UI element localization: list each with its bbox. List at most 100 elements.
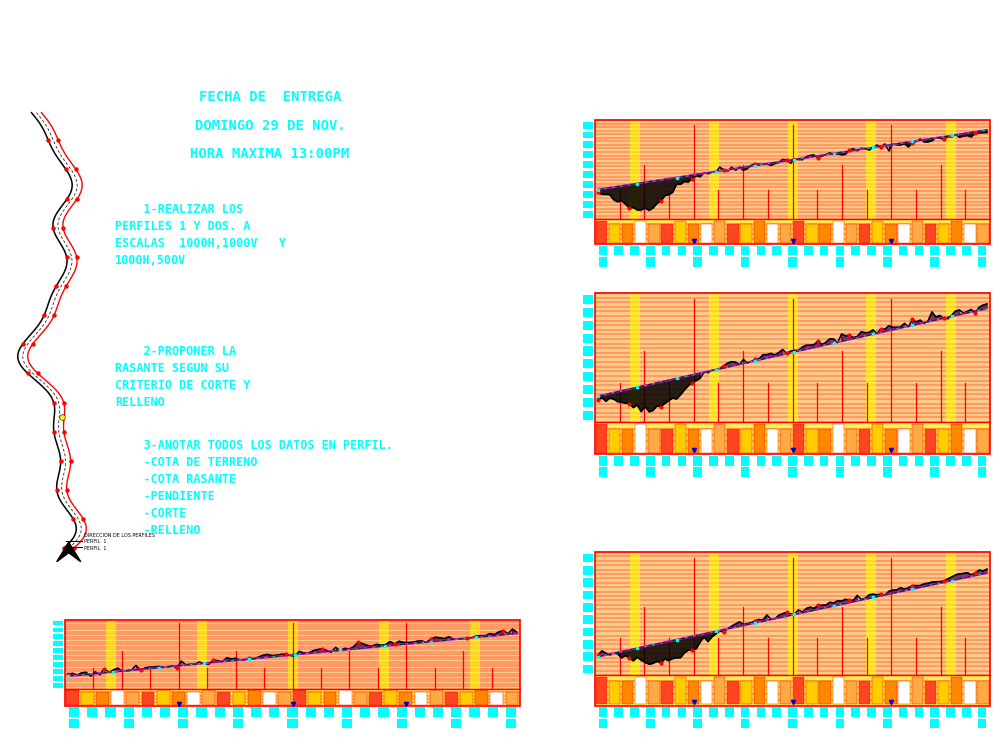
Text: PERFIL  1: PERFIL 1: [84, 547, 106, 551]
Bar: [866, 293, 876, 422]
Bar: [648, 225, 660, 243]
Bar: [846, 429, 857, 453]
Bar: [622, 225, 633, 243]
Bar: [583, 333, 593, 342]
Bar: [693, 467, 702, 477]
Bar: [583, 161, 593, 168]
Bar: [583, 411, 593, 420]
Bar: [661, 225, 673, 243]
Bar: [415, 692, 427, 705]
Bar: [915, 707, 923, 717]
Bar: [583, 640, 593, 649]
Bar: [596, 424, 607, 453]
Bar: [883, 246, 892, 255]
Bar: [872, 221, 883, 243]
Bar: [675, 677, 686, 704]
Bar: [202, 689, 215, 705]
Bar: [788, 293, 798, 422]
Bar: [583, 566, 593, 575]
Bar: [488, 707, 498, 717]
Bar: [951, 221, 962, 243]
Bar: [951, 424, 962, 453]
Bar: [635, 221, 646, 243]
Bar: [342, 707, 352, 717]
Bar: [757, 707, 765, 717]
Bar: [819, 225, 831, 243]
Bar: [688, 681, 699, 704]
Bar: [646, 707, 655, 717]
Bar: [646, 467, 655, 477]
Bar: [912, 221, 923, 243]
Bar: [506, 707, 516, 717]
Bar: [962, 246, 971, 255]
Bar: [646, 456, 655, 466]
Bar: [885, 429, 897, 453]
Bar: [714, 677, 725, 704]
Bar: [708, 293, 718, 422]
Bar: [599, 707, 607, 717]
Bar: [506, 719, 516, 728]
Bar: [251, 707, 261, 717]
Bar: [397, 707, 407, 717]
Bar: [727, 429, 739, 453]
Bar: [583, 122, 593, 128]
Bar: [741, 456, 749, 466]
Bar: [430, 689, 443, 705]
Bar: [898, 681, 910, 704]
Bar: [288, 620, 298, 689]
Bar: [53, 655, 63, 660]
Bar: [399, 692, 412, 705]
Bar: [946, 293, 956, 422]
Bar: [599, 257, 607, 267]
Bar: [662, 456, 670, 466]
Bar: [709, 456, 718, 466]
Bar: [767, 681, 778, 704]
Bar: [836, 246, 844, 255]
Bar: [269, 707, 279, 717]
Bar: [87, 707, 97, 717]
Bar: [595, 422, 990, 454]
Bar: [630, 246, 639, 255]
Bar: [977, 429, 989, 453]
Bar: [741, 257, 749, 267]
Bar: [142, 692, 154, 705]
Bar: [622, 429, 633, 453]
Bar: [215, 707, 225, 717]
Bar: [248, 689, 261, 705]
Bar: [583, 321, 593, 330]
Bar: [793, 221, 804, 243]
Bar: [946, 456, 955, 466]
Bar: [701, 225, 712, 243]
Bar: [614, 707, 623, 717]
Bar: [451, 707, 461, 717]
Bar: [883, 257, 892, 267]
Bar: [160, 707, 170, 717]
Bar: [53, 628, 63, 632]
Bar: [599, 456, 607, 466]
Bar: [599, 467, 607, 477]
Bar: [978, 467, 986, 477]
Bar: [806, 681, 818, 704]
Bar: [595, 552, 990, 706]
Bar: [793, 424, 804, 453]
Bar: [583, 201, 593, 208]
Bar: [360, 707, 370, 717]
Bar: [978, 719, 986, 728]
Bar: [833, 677, 844, 704]
Bar: [754, 677, 765, 704]
Bar: [111, 689, 124, 705]
Bar: [977, 225, 989, 243]
Bar: [866, 120, 876, 219]
Bar: [793, 677, 804, 704]
Bar: [583, 398, 593, 407]
Bar: [53, 683, 63, 688]
Bar: [867, 456, 876, 466]
Bar: [53, 635, 63, 639]
Bar: [675, 424, 686, 453]
Text: 2-PROPONER LA
RASANTE SEGUN SU
CRITERIO DE CORTE Y
RELLENO: 2-PROPONER LA RASANTE SEGUN SU CRITERIO …: [115, 345, 250, 409]
Bar: [53, 648, 63, 653]
Bar: [820, 246, 828, 255]
Bar: [938, 429, 949, 453]
Bar: [678, 707, 686, 717]
Bar: [648, 681, 660, 704]
